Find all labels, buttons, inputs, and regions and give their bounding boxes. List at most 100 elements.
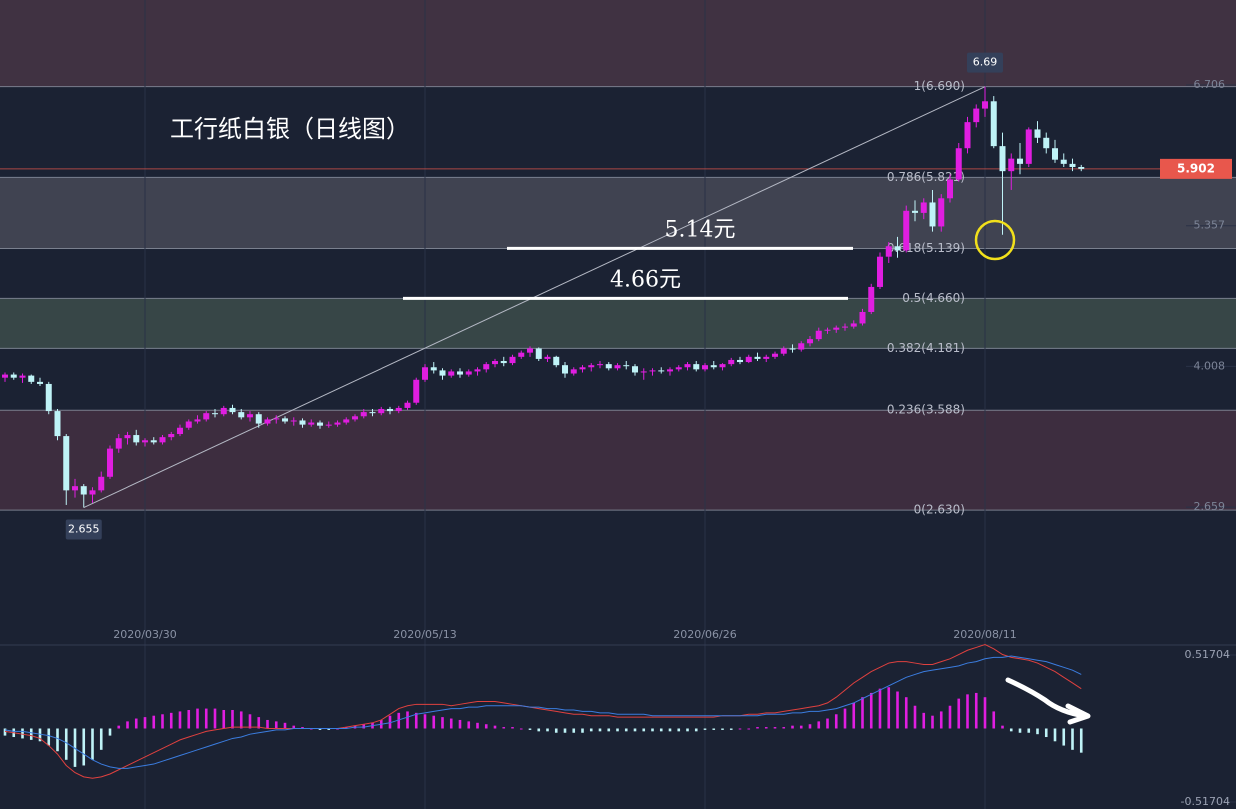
macd-bar bbox=[974, 692, 978, 729]
macd-bar bbox=[869, 692, 873, 729]
macd-bar bbox=[896, 691, 899, 729]
macd-bar bbox=[537, 728, 541, 732]
candle-body bbox=[798, 343, 805, 350]
fib-bands bbox=[0, 0, 1236, 511]
candle-body bbox=[115, 438, 122, 449]
macd-bar bbox=[117, 725, 121, 729]
macd-bar bbox=[1044, 728, 1048, 738]
candle-body bbox=[588, 365, 595, 368]
macd-bar bbox=[1009, 728, 1013, 732]
macd-bar bbox=[563, 728, 567, 733]
candle-body bbox=[1043, 137, 1050, 149]
fib-label: 0.236(3.588) bbox=[887, 403, 965, 417]
chart-title: 工行纸白银（日线图） bbox=[170, 115, 410, 143]
macd-bar bbox=[108, 728, 112, 736]
macd-bar bbox=[1053, 728, 1057, 742]
candle-body bbox=[850, 323, 857, 327]
macd-bar bbox=[73, 728, 77, 767]
x-tick-label: 2020/03/30 bbox=[113, 628, 176, 641]
candle-body bbox=[317, 422, 323, 426]
candle-body bbox=[605, 364, 612, 369]
extreme-label: 2.655 bbox=[68, 523, 100, 536]
candle-body bbox=[37, 381, 43, 384]
macd-bar bbox=[47, 728, 51, 746]
macd-bar bbox=[441, 717, 444, 729]
candle-body bbox=[693, 364, 700, 370]
candle-body bbox=[159, 437, 166, 443]
macd-bar bbox=[476, 722, 479, 729]
candle-body bbox=[387, 408, 393, 412]
macd-tick-label: 0.51704 bbox=[1185, 648, 1231, 661]
macd-bar bbox=[861, 697, 864, 729]
annotation-label: 5.14元 bbox=[665, 217, 736, 242]
macd-bar bbox=[913, 705, 917, 729]
candle-body bbox=[518, 352, 525, 357]
macd-bar bbox=[21, 728, 24, 739]
macd-bar bbox=[38, 728, 42, 742]
macd-bar bbox=[449, 718, 453, 729]
macd-bar bbox=[1062, 728, 1066, 746]
candle-body bbox=[632, 366, 638, 373]
macd-bar bbox=[721, 728, 724, 730]
macd-bar bbox=[686, 728, 689, 732]
candle-body bbox=[150, 440, 157, 443]
candle-body bbox=[247, 414, 253, 418]
x-tick-label: 2020/06/26 bbox=[673, 628, 736, 641]
candle-body bbox=[352, 416, 358, 420]
macd-bar bbox=[29, 728, 33, 740]
macd-bar bbox=[817, 721, 821, 729]
macd-bar bbox=[397, 712, 401, 729]
macd-bar bbox=[161, 714, 164, 729]
macd-bar bbox=[82, 728, 86, 766]
macd-bar bbox=[887, 687, 891, 729]
arrow-annotation bbox=[1005, 677, 1091, 725]
macd-bar bbox=[799, 725, 803, 729]
macd-bar bbox=[204, 708, 208, 729]
macd-tick-label: -0.51704 bbox=[1181, 795, 1230, 808]
candle-body bbox=[885, 246, 892, 257]
macd-bar bbox=[747, 728, 751, 730]
fib-band bbox=[0, 298, 1236, 349]
macd-bar bbox=[169, 712, 173, 729]
macd-bar bbox=[738, 728, 742, 730]
candle-body bbox=[527, 348, 533, 353]
candle-body bbox=[80, 486, 87, 495]
candle-body bbox=[2, 374, 8, 378]
macd-bar bbox=[178, 711, 182, 729]
macd-bar bbox=[519, 728, 523, 730]
candle-body bbox=[264, 419, 271, 424]
candle-body bbox=[369, 412, 376, 414]
candle-body bbox=[1078, 166, 1085, 169]
candle-body bbox=[658, 370, 665, 372]
macd-bar bbox=[764, 727, 768, 729]
candle-body bbox=[290, 420, 297, 422]
candle-body bbox=[1008, 158, 1015, 172]
macd-bar bbox=[808, 724, 812, 729]
candle-body bbox=[553, 356, 560, 366]
candle-body bbox=[1069, 163, 1076, 167]
x-tick-label: 2020/08/11 bbox=[953, 628, 1016, 641]
macd-bar bbox=[598, 728, 602, 732]
y-tick-label: 2.659 bbox=[1194, 500, 1226, 513]
candle-body bbox=[343, 419, 350, 423]
candle-body bbox=[903, 210, 910, 251]
macd-bar bbox=[467, 721, 471, 729]
candle-body bbox=[710, 365, 717, 368]
candle-body bbox=[28, 375, 35, 382]
macd-bar bbox=[904, 697, 908, 729]
macd-bar bbox=[143, 717, 147, 729]
macd-bar bbox=[414, 712, 418, 729]
macd-bar bbox=[756, 727, 759, 729]
last-price-box bbox=[1160, 158, 1232, 179]
candle-body bbox=[702, 365, 708, 370]
extreme-box bbox=[967, 52, 1003, 73]
macd-bar bbox=[362, 724, 366, 729]
macd-bar bbox=[642, 728, 646, 732]
candle-body bbox=[185, 421, 192, 428]
macd-bar bbox=[983, 697, 987, 729]
macd-bar bbox=[546, 728, 549, 732]
macd-bar bbox=[91, 728, 94, 760]
macd-bar bbox=[712, 728, 716, 730]
macd-bar bbox=[922, 712, 926, 729]
